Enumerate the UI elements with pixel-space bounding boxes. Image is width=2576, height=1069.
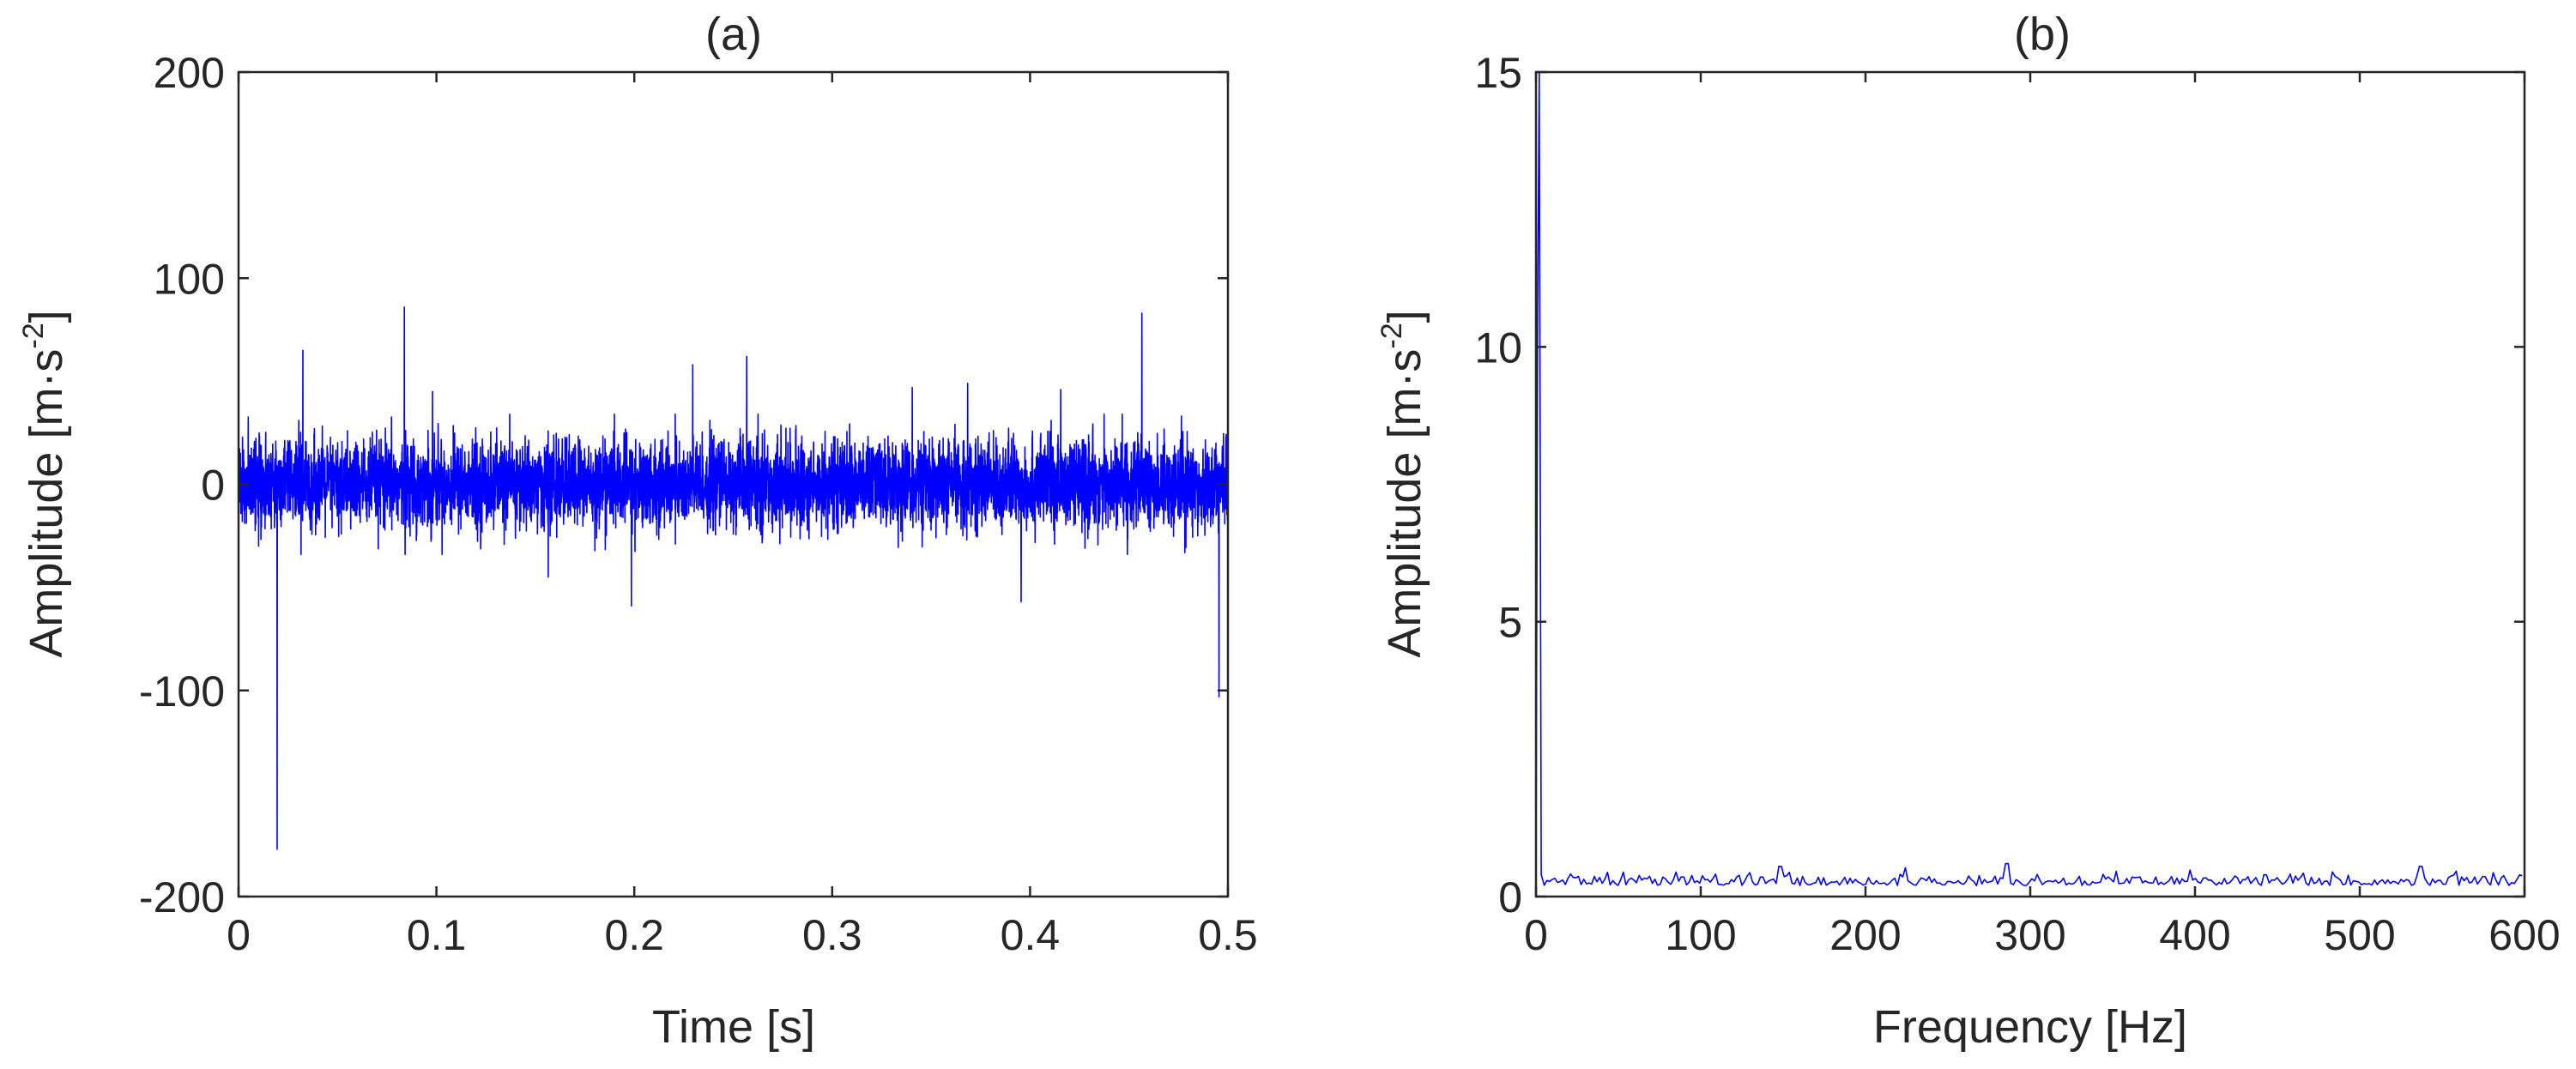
- y-tick-label: 200: [154, 49, 225, 97]
- x-tick-label: 100: [1665, 911, 1736, 959]
- y-tick-label: -100: [139, 667, 225, 716]
- panel-a-y-axis-label: Amplitude [m·s-2]: [17, 310, 72, 657]
- x-tick-label: 0: [1524, 911, 1548, 959]
- panel-a-y-axis-label-text: Amplitude [m·s: [21, 349, 72, 658]
- x-tick-label: 600: [2488, 911, 2560, 959]
- y-tick-label: 10: [1474, 323, 1522, 371]
- x-tick-label: 0.5: [1198, 911, 1258, 959]
- panel-b-y-axis-label: Amplitude [m·s-2]: [1376, 310, 1430, 657]
- panel-a-ticks: 0 0.1 0.2 0.3 0.4 0.5 -200 -100 0 100 200: [139, 49, 1258, 959]
- panel-b-y-axis-label-exponent: -2: [1376, 323, 1408, 348]
- y-tick-label: 100: [154, 255, 225, 303]
- panel-a-time-signal: (a) 0 0.1 0.2 0.3 0.4 0.5 -200 -100 0 100 200 Time…: [17, 9, 1258, 1053]
- x-tick-label: 400: [2159, 911, 2230, 959]
- panel-b-frame: [1534, 70, 2526, 898]
- x-tick-label: 0.3: [802, 911, 862, 959]
- spectrum-series: [1535, 71, 2523, 886]
- panel-b-x-axis-label: Frequency [Hz]: [1873, 1001, 2187, 1053]
- panel-b-y-axis-label-text: Amplitude [m·s: [1379, 349, 1430, 658]
- panel-b-ticks: 0 100 200 300 400 500 600 0 5 10 15: [1474, 49, 2560, 959]
- y-tick-label: 5: [1498, 599, 1522, 647]
- x-tick-label: 500: [2324, 911, 2395, 959]
- panel-a-y-axis-label-close: ]: [21, 310, 72, 323]
- panel-a-x-axis-label: Time [s]: [652, 1001, 815, 1053]
- x-tick-label: 0.4: [1001, 911, 1061, 959]
- panel-b-plot-area: [1535, 71, 2523, 886]
- time-signal-series: [238, 306, 1229, 850]
- y-tick-label: 0: [201, 462, 225, 510]
- panel-b-frequency-spectrum: (b) 0 100 200 300 400 500 600 0 5 10 15 Frequency …: [1376, 9, 2561, 1053]
- panel-b-title: (b): [2014, 9, 2071, 60]
- x-tick-label: 200: [1829, 911, 1901, 959]
- panel-b-y-axis-label-close: ]: [1379, 310, 1430, 323]
- y-tick-label: -200: [139, 873, 225, 921]
- panel-a-plot-area: [238, 306, 1229, 850]
- panel-a-title: (a): [705, 9, 762, 60]
- y-tick-label: 0: [1498, 873, 1522, 921]
- panel-a-y-axis-label-exponent: -2: [17, 323, 50, 348]
- y-tick-label: 15: [1474, 49, 1522, 97]
- x-tick-label: 0.2: [604, 911, 664, 959]
- x-tick-label: 0: [227, 911, 251, 959]
- x-tick-label: 300: [1994, 911, 2065, 959]
- x-tick-label: 0.1: [407, 911, 467, 959]
